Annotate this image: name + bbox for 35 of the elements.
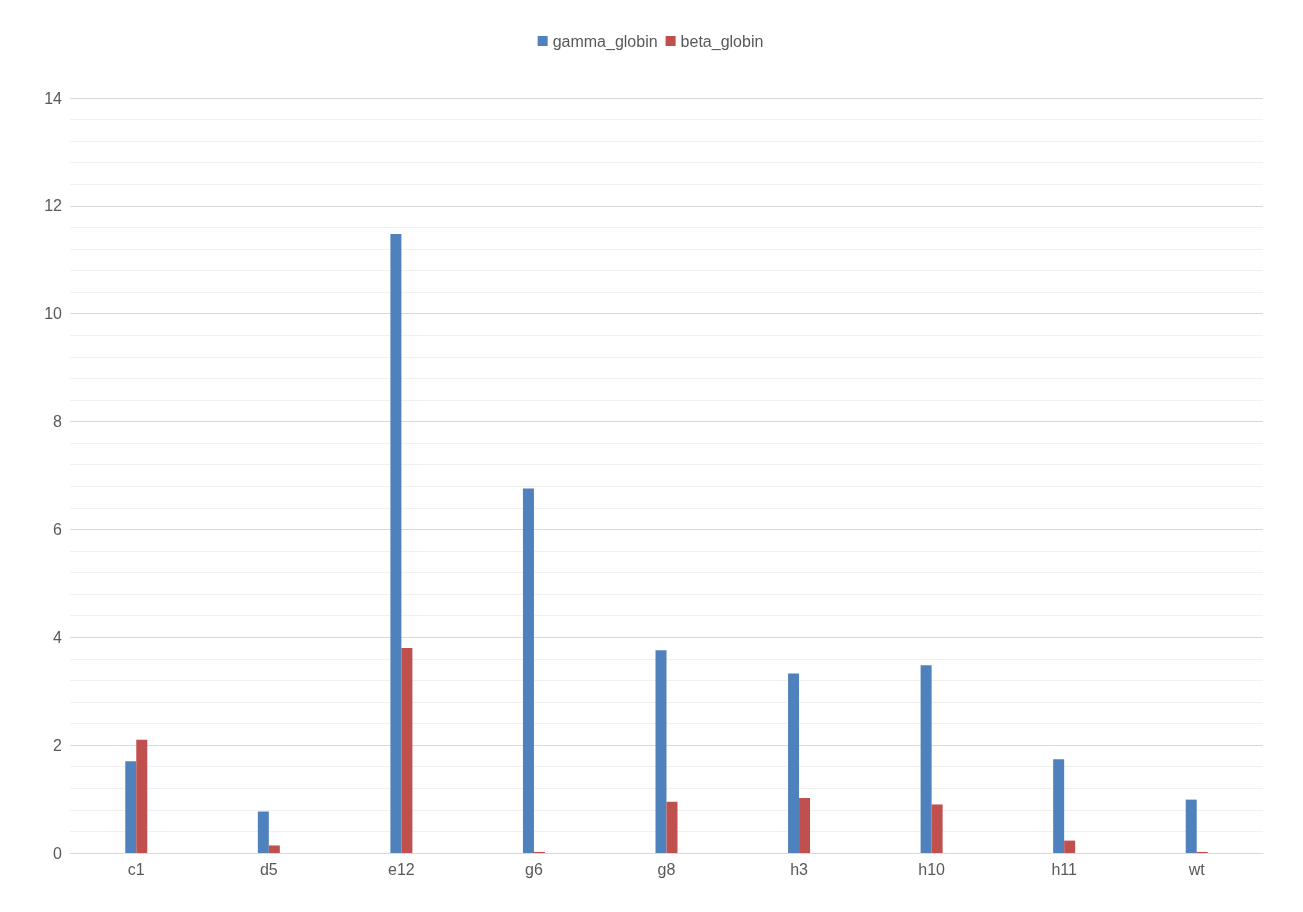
bar — [522, 488, 534, 853]
bar — [401, 648, 413, 853]
y-tick-label: 2 — [53, 736, 63, 754]
bar — [1064, 840, 1076, 853]
x-tick-label: g6 — [525, 860, 543, 878]
y-tick-label: 14 — [44, 89, 63, 107]
y-tick-label: 10 — [44, 305, 63, 323]
bar — [125, 761, 137, 853]
bar — [655, 650, 667, 853]
x-tick-label: g8 — [657, 860, 676, 878]
y-tick-label: 12 — [44, 197, 63, 215]
bar — [1053, 759, 1065, 853]
bar — [257, 811, 269, 853]
bar — [1185, 799, 1197, 853]
bar — [799, 797, 811, 853]
y-tick-label: 8 — [53, 413, 63, 431]
y-tick-label: 0 — [53, 844, 63, 862]
bar — [390, 233, 402, 853]
x-tick-label: h3 — [790, 860, 809, 878]
x-tick-label: c1 — [127, 860, 145, 878]
legend-label: beta_globin — [680, 32, 764, 51]
bar — [666, 801, 678, 853]
bar — [136, 739, 148, 853]
legend-label: gamma_globin — [552, 32, 658, 51]
x-tick-label: d5 — [259, 860, 278, 878]
x-tick-label: e12 — [388, 860, 415, 878]
bar — [788, 673, 800, 853]
x-tick-label: h10 — [918, 860, 946, 878]
y-tick-label: 6 — [53, 520, 63, 538]
bar — [920, 665, 932, 853]
x-tick-label: wt — [1187, 860, 1206, 878]
y-tick-label: 4 — [53, 628, 63, 646]
x-tick-label: h11 — [1051, 860, 1078, 878]
bar — [268, 845, 280, 853]
bar — [931, 804, 943, 853]
